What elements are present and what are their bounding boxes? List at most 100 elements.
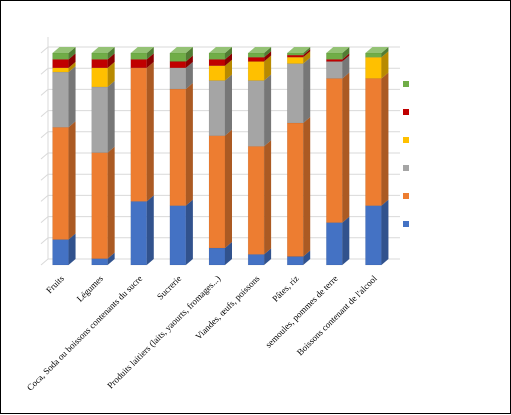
bar-segment-side bbox=[68, 233, 76, 265]
gridline-depth bbox=[40, 67, 49, 75]
bar-segment bbox=[247, 57, 265, 62]
bar-segment bbox=[169, 52, 187, 62]
bar-segment-side bbox=[264, 140, 272, 255]
bar-segment bbox=[52, 52, 69, 60]
bar-segment bbox=[208, 135, 226, 249]
bar-stack bbox=[169, 47, 193, 266]
bar-stack bbox=[52, 47, 76, 266]
bar-stack bbox=[91, 47, 115, 266]
gridline-depth bbox=[40, 152, 49, 160]
gridline-depth bbox=[40, 195, 49, 202]
gridline-depth bbox=[40, 89, 49, 96]
bar-segment-side bbox=[342, 55, 350, 79]
bar-segment bbox=[169, 205, 187, 266]
bar-segment bbox=[247, 146, 265, 255]
bar-segment bbox=[287, 54, 304, 58]
bar-segment bbox=[365, 205, 382, 266]
bar-segment bbox=[365, 78, 382, 206]
bar-segment-side bbox=[381, 199, 389, 265]
bar-segment bbox=[326, 52, 343, 60]
bar-top bbox=[169, 47, 193, 53]
bar-segment-side bbox=[185, 47, 193, 62]
bar-segment-side bbox=[146, 47, 154, 60]
bar-segment bbox=[326, 222, 343, 266]
bar-segment bbox=[130, 59, 147, 69]
bar-segment-side bbox=[107, 53, 115, 68]
legend-swatch bbox=[403, 81, 409, 87]
x-tick-label: Pâtes, riz bbox=[270, 273, 300, 303]
bar-segment bbox=[169, 61, 187, 69]
x-tick-label: Fruits bbox=[44, 273, 66, 295]
bar-segment-side bbox=[107, 80, 115, 153]
bar-segment-side bbox=[342, 47, 350, 60]
bar-segment-side bbox=[303, 47, 311, 56]
bar-stack bbox=[247, 47, 272, 266]
legend-swatch bbox=[403, 137, 409, 143]
bar-segment-side bbox=[381, 47, 389, 58]
bar-segment bbox=[91, 59, 108, 69]
bar-stack bbox=[130, 47, 154, 266]
bar-segment bbox=[365, 57, 382, 79]
bar-segment-side bbox=[68, 47, 76, 60]
bar-top bbox=[52, 47, 76, 53]
bar-segment bbox=[287, 63, 304, 124]
x-tick-label: Sucrerie bbox=[155, 273, 183, 301]
bar-segment-side bbox=[225, 242, 232, 265]
bar-segment-side bbox=[107, 252, 115, 265]
bar-segment bbox=[52, 239, 69, 266]
bar-segment-side bbox=[264, 248, 272, 265]
bar-segment bbox=[91, 52, 108, 60]
legend-swatch bbox=[403, 221, 409, 227]
bar-segment bbox=[130, 52, 147, 60]
bar-segment bbox=[287, 256, 304, 266]
bar-segment bbox=[169, 67, 187, 90]
bar-segment-side bbox=[107, 146, 115, 259]
x-tick-label: Viandes, œufs, poissons bbox=[193, 273, 262, 342]
bar-segment bbox=[91, 86, 108, 153]
bar-segment-side bbox=[107, 47, 115, 60]
bar-segment bbox=[208, 59, 226, 66]
bar-top bbox=[326, 47, 350, 53]
bar-segment-side bbox=[303, 49, 311, 58]
chart-bars bbox=[52, 47, 389, 266]
bar-segment bbox=[208, 52, 226, 60]
bar-segment-side bbox=[68, 61, 76, 73]
bar-segment-side bbox=[68, 53, 76, 68]
bar-segment bbox=[91, 258, 108, 266]
bar-segment bbox=[52, 67, 69, 73]
bar-segment-side bbox=[264, 55, 272, 81]
bar-segment bbox=[169, 88, 187, 206]
bar-segment bbox=[52, 59, 69, 69]
legend-swatch bbox=[403, 109, 409, 115]
bar-segment bbox=[247, 254, 265, 266]
gridline-depth bbox=[40, 131, 49, 139]
bar-segment bbox=[208, 65, 226, 81]
bar-segment-side bbox=[68, 121, 76, 240]
bar-segment-side bbox=[342, 72, 350, 223]
bar-segment bbox=[130, 67, 147, 202]
bar-segment-side bbox=[225, 47, 232, 60]
bar-segment-side bbox=[342, 216, 350, 265]
bar-segment-side bbox=[146, 53, 154, 68]
bar-segment-side bbox=[303, 51, 311, 64]
bar-top bbox=[91, 47, 115, 53]
bar-segment bbox=[326, 61, 343, 79]
legend-swatch bbox=[403, 165, 409, 171]
bar-segment-side bbox=[107, 61, 115, 87]
bar-segment-side bbox=[146, 195, 154, 265]
bar-segment-side bbox=[342, 53, 350, 62]
bar-segment-side bbox=[264, 51, 272, 62]
bar-segment-side bbox=[185, 199, 193, 265]
bar-segment bbox=[326, 78, 343, 223]
bar-segment bbox=[52, 126, 69, 240]
bar-top bbox=[248, 47, 272, 53]
gridline-depth bbox=[40, 216, 49, 223]
bar-segment-side bbox=[303, 116, 311, 257]
bar-segment bbox=[247, 61, 265, 81]
gridline-depth bbox=[40, 110, 49, 117]
bar-segment bbox=[130, 201, 147, 266]
bar-stack bbox=[287, 47, 311, 266]
